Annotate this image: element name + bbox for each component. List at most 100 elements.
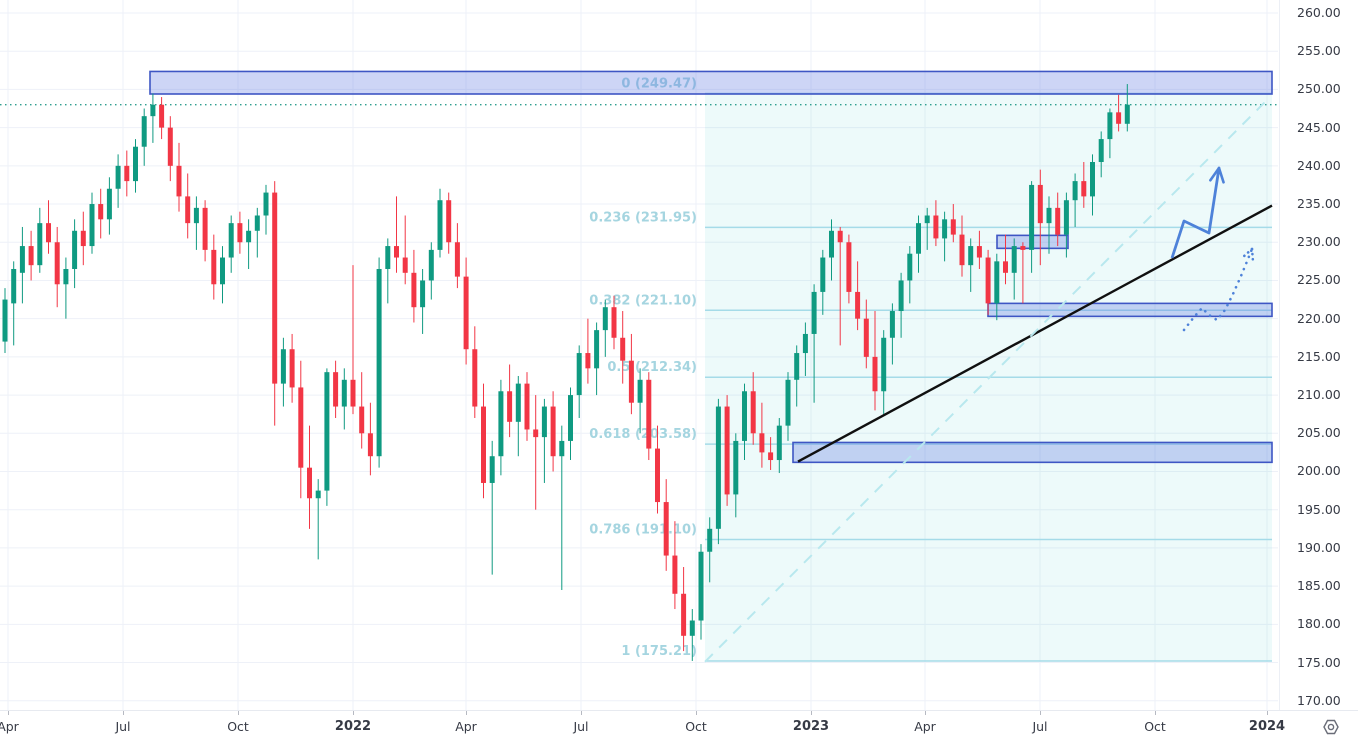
candle-body	[280, 349, 286, 384]
price-axis-label: 220.00	[1297, 310, 1341, 326]
candle-body	[1081, 181, 1087, 197]
candle-body	[1124, 104, 1130, 124]
candle-body	[1046, 207, 1052, 224]
candle-body	[742, 391, 747, 441]
candle-body	[376, 268, 382, 457]
candle-body	[950, 219, 956, 235]
candle-body	[594, 330, 600, 369]
fib-level-label: 0.618 (203.58)	[589, 427, 697, 442]
zone-rectangles[interactable]	[149, 70, 1273, 464]
price-axis-label: 245.00	[1297, 119, 1341, 135]
candle-body	[976, 246, 982, 258]
candle-body	[115, 165, 121, 189]
candle-body	[1003, 261, 1008, 273]
candle-body	[481, 406, 486, 483]
time-axis-tick	[238, 711, 239, 715]
candle-body	[454, 242, 460, 277]
candle-body	[802, 333, 808, 354]
candle-body	[637, 379, 643, 403]
dashed-projection-line[interactable]	[704, 96, 1271, 663]
time-axis[interactable]: Apr Jul Oct 2022 Apr Jul Oct 2023 Apr Jul Oct 2024	[0, 710, 1358, 744]
price-axis[interactable]: 260.00 255.00 250.00 245.00 240.00 235.00 230.…	[1280, 0, 1358, 710]
plot-area[interactable]: 0 (249.47) 0.236 (231.95) 0.382 (221.10) 0.…	[0, 0, 1278, 710]
price-axis-label: 215.00	[1297, 348, 1341, 364]
candle-body	[855, 291, 861, 319]
candle-body	[11, 268, 17, 304]
candle-body	[533, 429, 539, 438]
price-axis-label: 250.00	[1297, 81, 1341, 97]
fib-level-label: 0.382 (221.10)	[589, 293, 697, 308]
candle-body	[1072, 181, 1078, 201]
time-axis-tick	[466, 711, 467, 715]
candle-body	[724, 406, 730, 495]
candle-body	[1011, 246, 1017, 273]
price-axis-label: 190.00	[1297, 539, 1341, 555]
candle-body	[498, 391, 504, 457]
candle-body	[19, 246, 25, 273]
candle-body	[942, 219, 948, 239]
fib-level-label: 1 (175.21)	[621, 644, 697, 659]
candle-body	[341, 379, 347, 407]
candle-body	[655, 448, 660, 503]
candle-body	[959, 234, 965, 266]
time-axis-tick	[1155, 711, 1156, 715]
candle-body	[829, 230, 834, 258]
candle-body	[707, 528, 713, 552]
candle-body	[350, 379, 356, 407]
candle-body	[446, 200, 452, 243]
candle-body	[916, 223, 921, 254]
candle-body	[89, 204, 95, 247]
fib-retracement[interactable]: 0 (249.47) 0.236 (231.95) 0.382 (221.10) 0.…	[589, 76, 1272, 662]
candle-body	[402, 257, 408, 273]
candle-body	[872, 356, 878, 392]
candle-body	[681, 593, 687, 636]
demand-zone-202	[792, 441, 1273, 464]
candle-body	[507, 391, 513, 422]
candle-body	[333, 372, 339, 407]
candle-body	[933, 215, 939, 239]
time-axis-tick	[353, 711, 354, 715]
time-axis-tick	[925, 711, 926, 715]
price-axis-label: 260.00	[1297, 4, 1341, 20]
candle-body	[411, 272, 417, 308]
time-axis-label: Jul	[1032, 719, 1048, 734]
candle-body	[228, 223, 234, 258]
candle-body	[568, 395, 573, 441]
drawn-arrows[interactable]	[1170, 166, 1255, 332]
candle-body	[28, 246, 34, 266]
trendline[interactable]	[797, 204, 1273, 463]
candle-body	[193, 207, 199, 224]
price-axis-label: 180.00	[1297, 616, 1341, 632]
solid-zigzag-arrow	[1170, 167, 1221, 259]
fib-level-label: 0.5 (212.34)	[607, 360, 697, 375]
time-axis-label: 2022	[334, 719, 372, 734]
candle-body	[489, 456, 495, 483]
candle-body	[515, 383, 521, 422]
candle-body	[663, 502, 669, 556]
price-axis-label: 195.00	[1297, 501, 1341, 517]
arrowhead	[1217, 166, 1225, 184]
candle-body	[185, 196, 191, 224]
candle-body	[994, 261, 1000, 304]
price-axis-border	[1279, 0, 1280, 710]
candle-body	[420, 280, 426, 308]
price-axis-label: 240.00	[1297, 157, 1341, 173]
time-axis-label: Oct	[1144, 719, 1166, 734]
candle-body	[1037, 184, 1043, 224]
candle-body	[881, 337, 887, 392]
price-axis-label: 230.00	[1297, 234, 1341, 250]
candle-body	[585, 353, 591, 369]
candle-body	[550, 406, 556, 457]
time-axis-tick	[1040, 711, 1041, 715]
candle-body	[159, 104, 165, 128]
candle-body	[46, 223, 51, 243]
candle-body	[254, 215, 260, 231]
time-axis-label: Apr	[455, 719, 477, 734]
time-axis-tick	[811, 711, 812, 715]
candle-body	[1029, 184, 1035, 250]
candle-body	[846, 242, 852, 292]
time-axis-label: Jul	[115, 719, 131, 734]
candle-body	[698, 551, 704, 621]
price-scale-settings-icon[interactable]	[1318, 716, 1344, 738]
